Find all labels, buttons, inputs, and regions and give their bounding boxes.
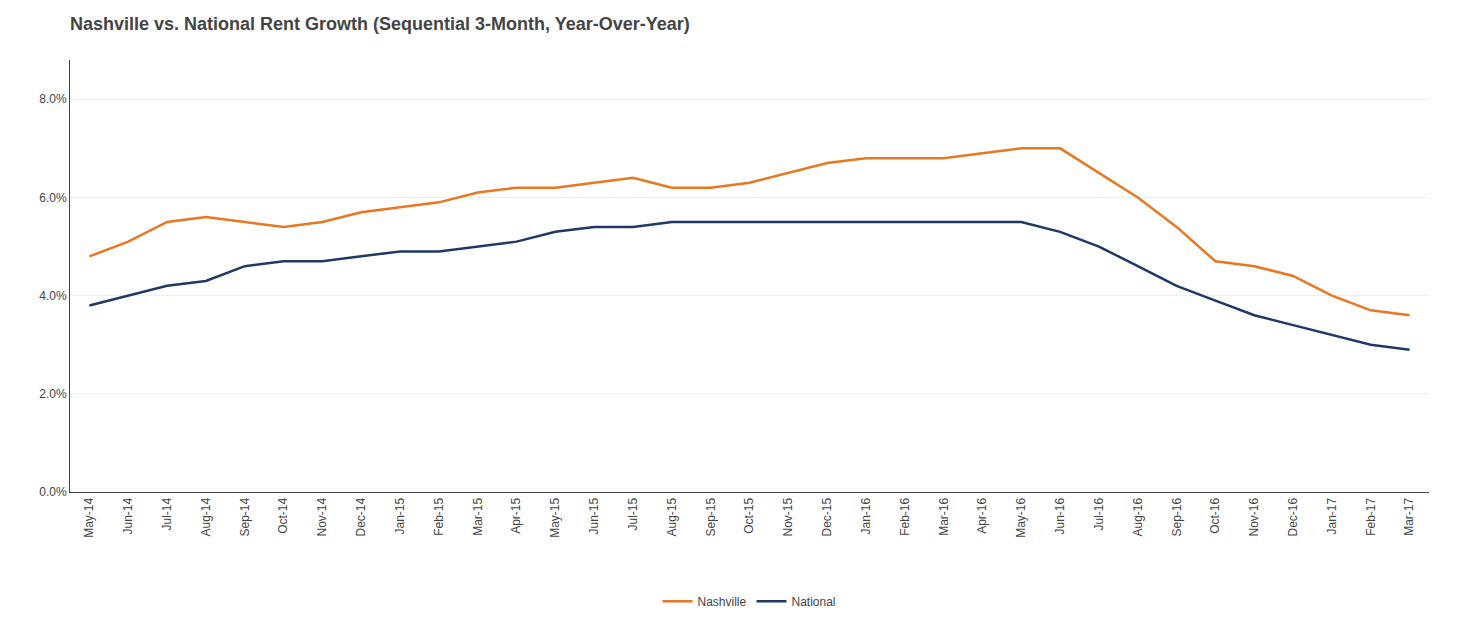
svg-text:Nov-15: Nov-15 — [781, 497, 795, 536]
svg-text:Nashville: Nashville — [698, 595, 747, 609]
svg-text:Feb-16: Feb-16 — [898, 497, 912, 535]
svg-text:May-15: May-15 — [548, 497, 562, 537]
svg-text:Dec-14: Dec-14 — [354, 497, 368, 536]
svg-text:Nov-16: Nov-16 — [1247, 497, 1261, 536]
svg-text:Jan-15: Jan-15 — [393, 497, 407, 534]
svg-text:Aug-14: Aug-14 — [199, 497, 213, 536]
svg-text:Mar-17: Mar-17 — [1402, 497, 1416, 535]
svg-text:Mar-15: Mar-15 — [471, 497, 485, 535]
svg-text:Sep-14: Sep-14 — [238, 497, 252, 536]
svg-text:May-16: May-16 — [1014, 497, 1028, 537]
svg-text:Aug-15: Aug-15 — [665, 497, 679, 536]
svg-text:0.0%: 0.0% — [39, 485, 67, 499]
svg-text:Aug-16: Aug-16 — [1131, 497, 1145, 536]
svg-text:4.0%: 4.0% — [39, 289, 67, 303]
svg-text:Feb-17: Feb-17 — [1364, 497, 1378, 535]
svg-text:Dec-15: Dec-15 — [820, 497, 834, 536]
svg-text:8.0%: 8.0% — [39, 92, 67, 106]
svg-text:Oct-15: Oct-15 — [742, 497, 756, 533]
svg-text:Dec-16: Dec-16 — [1286, 497, 1300, 536]
svg-text:Nashville vs. National Rent Gr: Nashville vs. National Rent Growth (Sequ… — [70, 14, 690, 34]
svg-text:Jun-16: Jun-16 — [1053, 497, 1067, 534]
svg-text:Jul-15: Jul-15 — [626, 497, 640, 530]
svg-text:National: National — [792, 595, 836, 609]
svg-text:May-14: May-14 — [82, 497, 96, 537]
svg-text:Feb-15: Feb-15 — [432, 497, 446, 535]
svg-text:Apr-15: Apr-15 — [509, 497, 523, 533]
svg-text:Jun-15: Jun-15 — [587, 497, 601, 534]
svg-text:Mar-16: Mar-16 — [937, 497, 951, 535]
svg-text:Nov-14: Nov-14 — [315, 497, 329, 536]
svg-text:Jan-16: Jan-16 — [859, 497, 873, 534]
svg-text:Jul-14: Jul-14 — [160, 497, 174, 530]
svg-text:Jan-17: Jan-17 — [1325, 497, 1339, 534]
svg-text:Oct-16: Oct-16 — [1208, 497, 1222, 533]
svg-text:Oct-14: Oct-14 — [276, 497, 290, 533]
svg-text:Sep-16: Sep-16 — [1170, 497, 1184, 536]
svg-text:6.0%: 6.0% — [39, 191, 67, 205]
svg-text:Jun-14: Jun-14 — [121, 497, 135, 534]
svg-text:Apr-16: Apr-16 — [975, 497, 989, 533]
svg-text:2.0%: 2.0% — [39, 387, 67, 401]
svg-text:Jul-16: Jul-16 — [1092, 497, 1106, 530]
svg-text:Sep-15: Sep-15 — [704, 497, 718, 536]
